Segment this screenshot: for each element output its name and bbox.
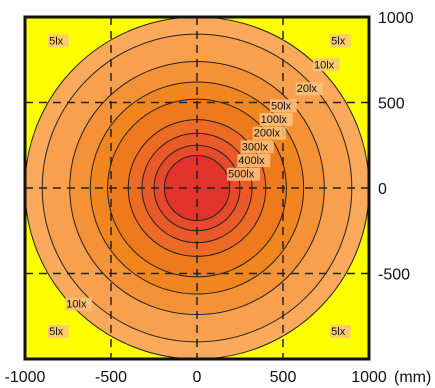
label-backing: [330, 325, 351, 339]
contour-label-text: 200lx: [254, 128, 281, 140]
y-tick-label: 500: [378, 96, 405, 113]
contour-label-text: 500lx: [228, 169, 255, 181]
label-backing: [330, 34, 351, 48]
label-backing: [65, 297, 93, 311]
contour-label: 100lx: [259, 113, 293, 127]
x-tick-label: -500: [95, 369, 127, 386]
axis-labels: -1000 -500 0 500 1000 (mm) -500 0 500 1000: [5, 10, 432, 386]
contour-label-text: 300lx: [242, 141, 269, 153]
contour-label: 5lx: [48, 325, 69, 339]
label-backing: [252, 126, 286, 140]
label-backing: [240, 140, 274, 154]
plot-frame: [23, 15, 371, 361]
contour-label-text: 10lx: [66, 299, 87, 311]
contour-label: 5lx: [330, 325, 351, 339]
contour-label: 50lx: [269, 99, 297, 113]
label-backing: [237, 154, 271, 168]
contour-label-text: 400lx: [238, 155, 265, 167]
y-tick-label: 1000: [378, 10, 414, 27]
contour-label-text: 100lx: [261, 114, 288, 126]
contour-label: 400lx: [237, 154, 271, 168]
contour-label: 200lx: [252, 126, 286, 140]
x-unit-label: (mm): [394, 369, 431, 386]
y-tick-label: -500: [378, 267, 410, 284]
label-backing: [295, 82, 323, 96]
contour-label-text: 5lx: [49, 35, 64, 47]
x-tick-label: -1000: [5, 369, 46, 386]
x-tick-label: 0: [193, 369, 202, 386]
label-backing: [312, 58, 340, 72]
label-backing: [269, 99, 297, 113]
label-backing: [226, 167, 260, 181]
contour-label-text: 5lx: [331, 326, 346, 338]
contour-label-text: 5lx: [331, 35, 346, 47]
contour-label: 10lx: [312, 58, 340, 72]
y-tick-label: 0: [378, 181, 387, 198]
contour-label: 5lx: [330, 34, 351, 48]
label-backing: [48, 325, 69, 339]
contour-label-text: 5lx: [49, 326, 64, 338]
contour-label: 10lx: [65, 297, 93, 311]
contour-label-text: 50lx: [271, 100, 292, 112]
label-backing: [48, 34, 69, 48]
contour-label: 5lx: [48, 34, 69, 48]
x-tick-label: 1000: [351, 369, 387, 386]
label-backing: [259, 113, 293, 127]
contour-label-text: 10lx: [314, 59, 335, 71]
contour-label-text: 20lx: [297, 83, 318, 95]
x-tick-label: 500: [270, 369, 297, 386]
contour-label: 500lx: [226, 167, 260, 181]
contour-label: 20lx: [295, 82, 323, 96]
contour-label: 300lx: [240, 140, 274, 154]
